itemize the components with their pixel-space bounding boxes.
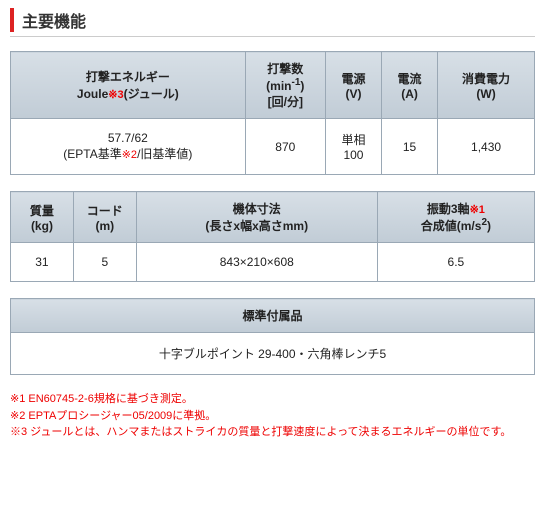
label: 電流	[398, 72, 422, 86]
label: )	[487, 219, 491, 233]
spec-table-1: 打撃エネルギー Joule※3(ジュール) 打撃数 (min-1) [回/分] …	[10, 51, 535, 175]
footnote-1: ※1 EN60745-2-6規格に基づき測定。	[10, 391, 535, 408]
value: 100	[343, 148, 363, 162]
cell-accessories: 十字ブルポイント 29-400・六角棒レンチ5	[11, 333, 535, 375]
value: 単相	[341, 133, 365, 147]
cell-impact-energy: 57.7/62 (EPTA基準※2/旧基準値)	[11, 119, 246, 175]
cell-cord: 5	[73, 243, 136, 282]
th-current: 電流 (A)	[382, 52, 438, 119]
th-accessories: 標準付属品	[11, 299, 535, 333]
divider	[10, 36, 535, 37]
cell-blows: 870	[245, 119, 325, 175]
th-vibration: 振動3軸※1 合成値(m/s2)	[377, 192, 534, 243]
table-row: 十字ブルポイント 29-400・六角棒レンチ5	[11, 333, 535, 375]
value: /旧基準値)	[137, 147, 192, 161]
cell-dim: 843×210×608	[136, 243, 377, 282]
note-ref: ※1	[470, 204, 485, 216]
cell-wattage: 1,430	[438, 119, 535, 175]
label: (長さx幅x高さmm)	[205, 219, 308, 233]
cell-mass: 31	[11, 243, 74, 282]
label: コード	[87, 204, 123, 218]
table-header-row: 質量 (kg) コード (m) 機体寸法 (長さx幅x高さmm) 振動3軸※1 …	[11, 192, 535, 243]
accessories-table: 標準付属品 十字ブルポイント 29-400・六角棒レンチ5	[10, 298, 535, 375]
label: (V)	[345, 87, 361, 101]
cell-vibration: 6.5	[377, 243, 534, 282]
label: 消費電力	[462, 72, 510, 86]
label: (ジュール)	[124, 87, 179, 101]
th-power: 電源 (V)	[325, 52, 381, 119]
label: 打撃数	[267, 62, 303, 76]
cell-current: 15	[382, 119, 438, 175]
value: (EPTA基準	[63, 147, 121, 161]
label: 打撃エネルギー	[86, 70, 170, 84]
th-dim: 機体寸法 (長さx幅x高さmm)	[136, 192, 377, 243]
th-blows: 打撃数 (min-1) [回/分]	[245, 52, 325, 119]
table-header-row: 打撃エネルギー Joule※3(ジュール) 打撃数 (min-1) [回/分] …	[11, 52, 535, 119]
label: (W)	[476, 87, 495, 101]
table-header-row: 標準付属品	[11, 299, 535, 333]
label: (min	[266, 79, 291, 93]
label: 合成値(m/s	[421, 219, 482, 233]
section-title: 主要機能	[10, 8, 535, 32]
th-cord: コード (m)	[73, 192, 136, 243]
label: 機体寸法	[233, 202, 281, 216]
footnotes: ※1 EN60745-2-6規格に基づき測定。 ※2 EPTAプロシージャー05…	[10, 391, 535, 441]
note-ref: ※3	[108, 89, 123, 101]
note-ref: ※2	[122, 149, 137, 161]
label: (m)	[95, 219, 114, 233]
th-mass: 質量 (kg)	[11, 192, 74, 243]
label: 質量	[30, 204, 54, 218]
table-row: 31 5 843×210×608 6.5	[11, 243, 535, 282]
label: Joule	[77, 87, 108, 101]
cell-power: 単相 100	[325, 119, 381, 175]
label: )	[300, 79, 304, 93]
label: 振動3軸	[427, 202, 470, 216]
value: 57.7/62	[108, 131, 148, 145]
label: 電源	[341, 72, 365, 86]
label: (A)	[401, 87, 418, 101]
spec-table-2: 質量 (kg) コード (m) 機体寸法 (長さx幅x高さmm) 振動3軸※1 …	[10, 191, 535, 282]
table-row: 57.7/62 (EPTA基準※2/旧基準値) 870 単相 100 15 1,…	[11, 119, 535, 175]
th-wattage: 消費電力 (W)	[438, 52, 535, 119]
label: [回/分]	[268, 95, 303, 109]
footnote-3: ※3 ジュールとは、ハンマまたはストライカの質量と打撃速度によって決まるエネルギ…	[10, 424, 535, 441]
label: (kg)	[31, 219, 53, 233]
footnote-2: ※2 EPTAプロシージャー05/2009に準拠。	[10, 408, 535, 425]
th-impact-energy: 打撃エネルギー Joule※3(ジュール)	[11, 52, 246, 119]
